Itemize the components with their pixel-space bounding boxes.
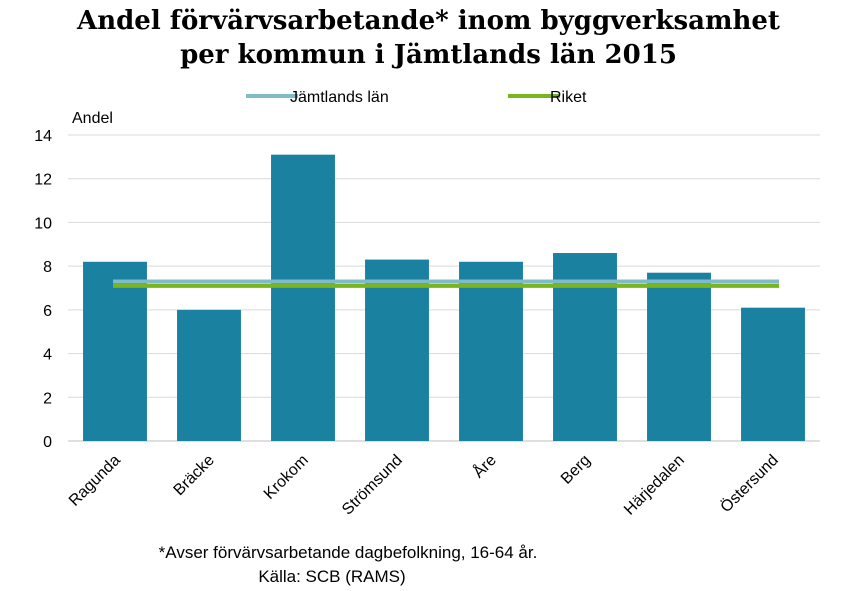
y-tick-label: 12 (34, 172, 52, 189)
bar (83, 261, 147, 441)
x-tick-label: Ragunda (66, 452, 124, 510)
y-tick-label: 6 (43, 303, 52, 320)
y-tick-label: 0 (43, 434, 52, 451)
chart-title: Andel förvärvsarbetande* inom byggverksa… (0, 4, 857, 72)
x-axis-ticks: Ragunda Bräcke Krokom Strömsund Åre Berg Härje… (66, 450, 782, 518)
x-tick-label: Krokom (261, 452, 312, 503)
x-tick-label: Strömsund (339, 452, 406, 519)
chart-title-line-1: Andel förvärvsarbetande* inom byggverksa… (77, 6, 780, 36)
legend: Jämtlands län Riket (246, 89, 587, 106)
bar (271, 154, 335, 441)
x-tick-label: Östersund (717, 451, 782, 516)
legend-label: Jämtlands län (290, 89, 389, 106)
y-axis-ticks: 0 2 4 6 8 10 12 14 (34, 128, 52, 451)
bar (647, 272, 711, 441)
x-tick-label: Härjedalen (621, 452, 688, 519)
reference-lines (113, 279, 780, 288)
y-tick-label: 14 (34, 128, 52, 145)
x-tick-label: Åre (469, 450, 500, 481)
footnote-line-1: *Avser förvärvsarbetande dagbefolkning, … (158, 543, 538, 562)
y-tick-label: 10 (34, 215, 52, 232)
bar (459, 261, 523, 441)
y-axis-label: Andel (72, 110, 113, 127)
y-tick-label: 8 (43, 259, 52, 276)
legend-label: Riket (550, 89, 587, 106)
bars (83, 154, 805, 441)
x-tick-label: Berg (558, 452, 594, 488)
bar (741, 307, 805, 441)
bar (177, 309, 241, 441)
y-tick-label: 2 (43, 390, 52, 407)
y-tick-label: 4 (43, 347, 52, 364)
chart-title-line-2: per kommun i Jämtlands län 2015 (180, 40, 677, 70)
bar (365, 259, 429, 441)
footnote-line-2: Källa: SCB (RAMS) (258, 567, 406, 586)
x-tick-label: Bräcke (171, 452, 218, 499)
